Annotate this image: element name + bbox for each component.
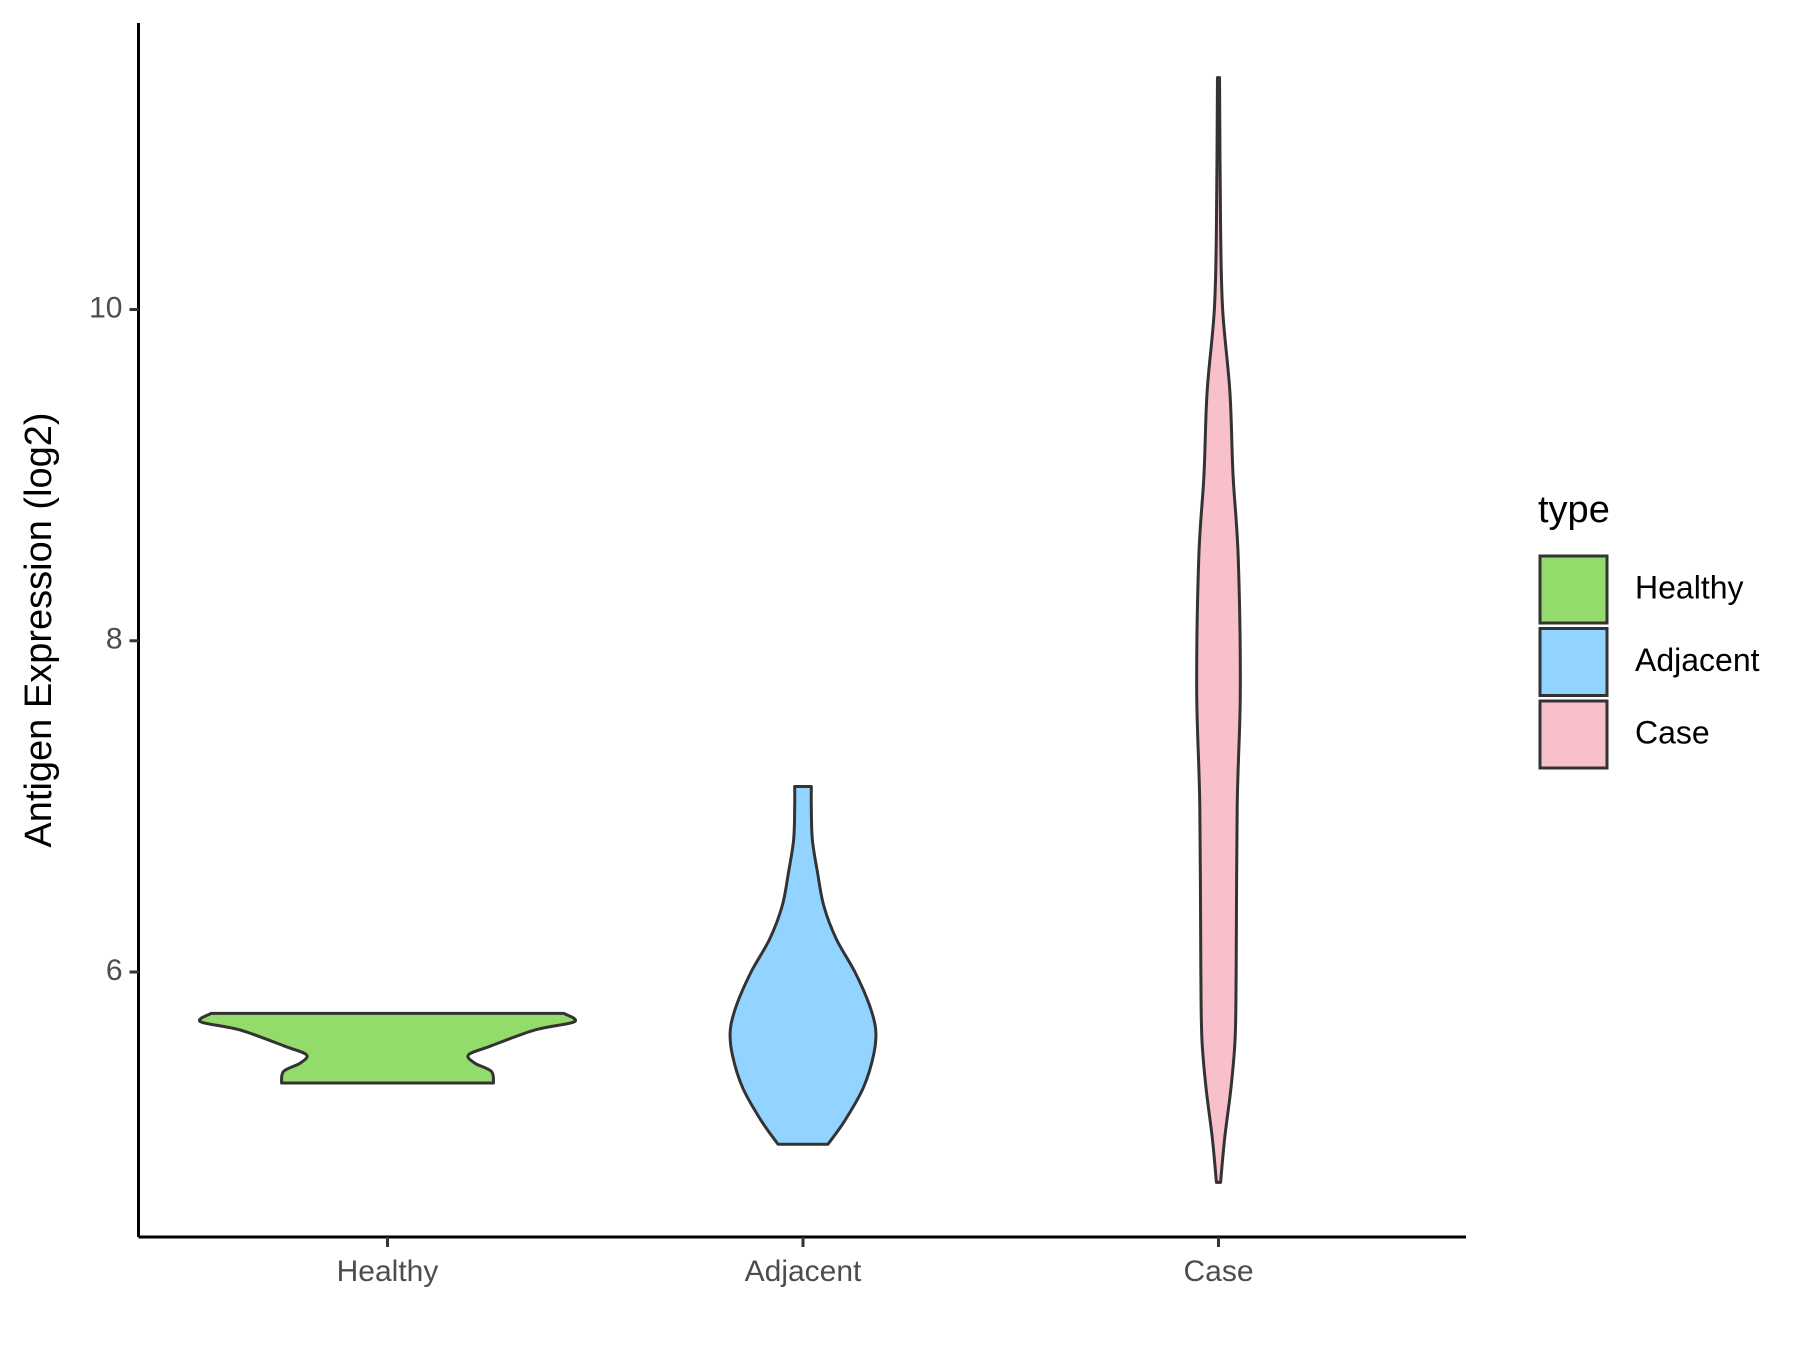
legend-title: type bbox=[1538, 489, 1610, 531]
y-tick-label: 6 bbox=[106, 954, 123, 987]
y-tick-label: 8 bbox=[106, 623, 123, 656]
violin bbox=[728, 785, 878, 1146]
y-tick-label: 10 bbox=[89, 291, 122, 324]
legend-key bbox=[1538, 554, 1609, 625]
legend-key bbox=[1538, 699, 1609, 770]
x-tick-label: Healthy bbox=[337, 1255, 439, 1288]
legend-label: Adjacent bbox=[1635, 642, 1760, 678]
violin bbox=[1195, 76, 1242, 1184]
violin bbox=[198, 1011, 577, 1085]
legend-key bbox=[1538, 627, 1609, 697]
x-tick-label: Adjacent bbox=[745, 1255, 862, 1288]
legend-label: Healthy bbox=[1635, 569, 1744, 605]
y-axis-title: Antigen Expression (log2) bbox=[18, 412, 60, 847]
legend-label: Case bbox=[1635, 714, 1710, 750]
x-tick-label: Case bbox=[1183, 1255, 1253, 1288]
